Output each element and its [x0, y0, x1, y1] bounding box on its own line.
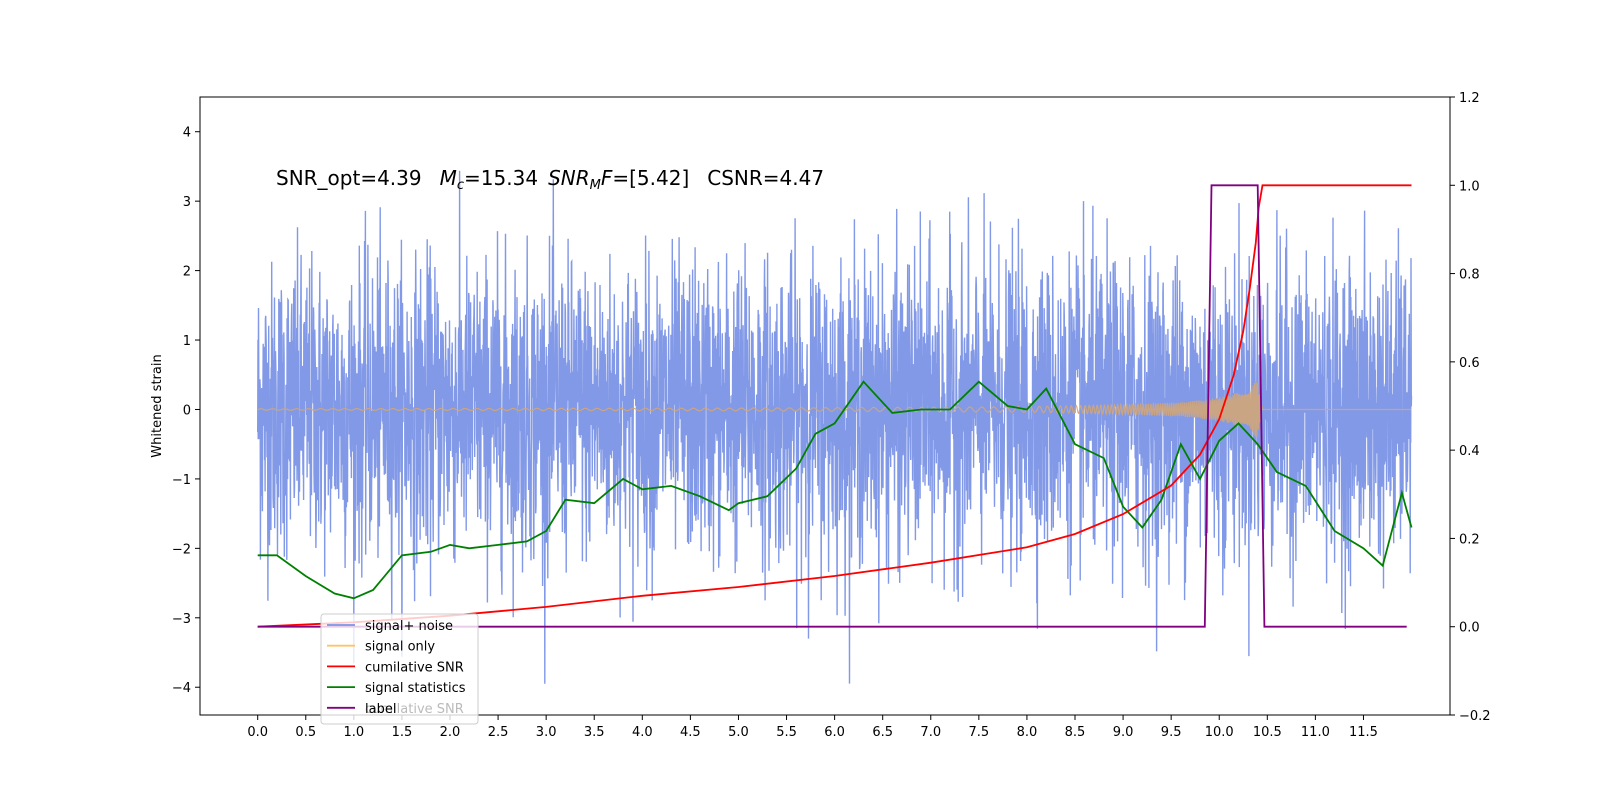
x-tick-label: 11.5: [1349, 725, 1378, 740]
x-tick-label: 11.0: [1301, 725, 1330, 740]
right-y-tick-label: 1.0: [1459, 179, 1480, 194]
left-y-axis: −4 −3 −2 −1 0 1 2 3 4: [172, 126, 200, 696]
x-tick-label: 8.5: [1065, 725, 1086, 740]
annotation-csnr: CSNR=4.47: [707, 166, 824, 190]
legend-box: [320, 613, 479, 725]
annotation-snrmf-value: =[5.42]: [612, 166, 689, 190]
series-signal-statistics: [257, 380, 1413, 600]
annotation-text: SNR_opt=4.39 Mc=15.34 SNRMF=[5.42] CSNR=4.4…: [276, 166, 824, 193]
series-layer: [257, 170, 1413, 684]
legend: cumilative SNR signal+ noise signal only c…: [320, 613, 479, 725]
left-y-tick-label: 2: [183, 265, 191, 280]
left-y-tick-label: −2: [172, 542, 191, 557]
series-signal-only: [257, 381, 1412, 437]
series-signal-noise: [257, 170, 1413, 684]
x-tick-label: 4.5: [680, 725, 701, 740]
annotation-snrmf-symbol: SNR: [548, 166, 590, 190]
left-y-tick-label: 0: [183, 403, 191, 418]
x-tick-label: 2.0: [440, 725, 461, 740]
annotation-mc-symbol: M: [440, 166, 457, 190]
legend-items: signal+ noise signal only cumilative SNR si…: [327, 619, 466, 717]
x-tick-label: 9.0: [1113, 725, 1134, 740]
annotation-mc-subscript: c: [457, 178, 464, 193]
x-axis: 0.0 0.5 1.0 1.5 2.0 2.5 3.0 3.5 4.0 4.5 5.0 5.5 6.0 6…: [247, 715, 1378, 740]
legend-label: signal statistics: [365, 681, 466, 696]
legend-ghost-text: cumilative SNR: [365, 702, 464, 717]
x-tick-label: 1.5: [392, 725, 413, 740]
right-y-tick-label: 0.0: [1459, 621, 1480, 636]
x-tick-label: 3.5: [584, 725, 605, 740]
x-tick-label: 7.0: [920, 725, 941, 740]
x-tick-label: 6.0: [824, 725, 845, 740]
left-y-tick-label: 4: [183, 126, 191, 141]
right-y-tick-label: 0.2: [1459, 532, 1480, 547]
series-label: [257, 184, 1407, 628]
annotation-snrmf-f: F: [601, 166, 613, 190]
right-y-tick-label: −0.2: [1459, 709, 1491, 724]
right-y-tick-label: 0.8: [1459, 268, 1480, 283]
x-tick-label: 6.5: [872, 725, 893, 740]
left-y-tick-label: 1: [183, 334, 191, 349]
x-tick-label: 2.5: [488, 725, 509, 740]
x-tick-label: 5.0: [728, 725, 749, 740]
x-tick-label: 10.0: [1205, 725, 1234, 740]
annotation-snrmf-subscript: M: [590, 178, 601, 193]
series-cumulative-snr: [257, 184, 1412, 628]
plot-frame: [199, 96, 1451, 716]
x-tick-label: 1.0: [344, 725, 365, 740]
right-y-axis: −0.2 0.0 0.2 0.4 0.6 0.8 1.0 1.2: [1450, 91, 1491, 724]
x-tick-label: 8.0: [1017, 725, 1038, 740]
legend-label: signal only: [365, 640, 435, 655]
legend-label: label: [365, 702, 396, 717]
legend-label: cumilative SNR: [365, 660, 464, 675]
x-tick-label: 4.0: [632, 725, 653, 740]
x-tick-label: 0.0: [247, 725, 268, 740]
right-y-tick-label: 0.6: [1459, 356, 1480, 371]
x-tick-label: 0.5: [295, 725, 316, 740]
left-y-tick-label: −3: [172, 612, 191, 627]
left-y-tick-label: 3: [183, 195, 191, 210]
x-tick-label: 10.5: [1253, 725, 1282, 740]
right-y-tick-label: 1.2: [1459, 91, 1480, 106]
x-tick-label: 7.5: [969, 725, 990, 740]
x-tick-label: 9.5: [1161, 725, 1182, 740]
left-y-tick-label: −4: [172, 681, 191, 696]
annotation-snr-opt: SNR_opt=4.39: [276, 166, 422, 190]
left-y-axis-label: Whitened strain: [150, 354, 165, 457]
legend-label: signal+ noise: [365, 619, 453, 634]
annotation-mc-value: =15.34: [464, 166, 538, 190]
right-y-tick-label: 0.4: [1459, 444, 1480, 459]
left-y-tick-label: −1: [172, 473, 191, 488]
x-tick-label: 5.5: [776, 725, 797, 740]
x-tick-label: 3.0: [536, 725, 557, 740]
